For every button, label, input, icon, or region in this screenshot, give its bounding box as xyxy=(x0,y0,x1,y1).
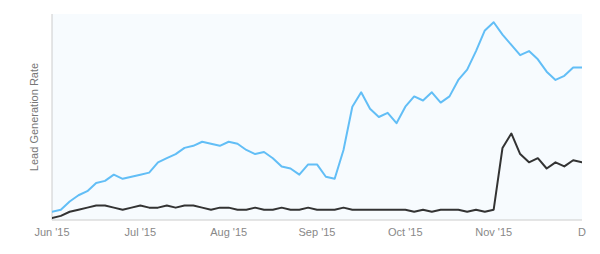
y-axis-line xyxy=(52,14,53,220)
y-axis-label: Lead Generation Rate xyxy=(28,63,40,171)
x-tick-label: Sep '15 xyxy=(299,226,336,238)
plot-area xyxy=(52,14,582,220)
series-group xyxy=(52,22,582,218)
x-tick-label: Jul '15 xyxy=(125,226,156,238)
x-tick-label: D xyxy=(578,226,586,238)
x-tick-label: Jun '15 xyxy=(34,226,69,238)
x-tick-label: Aug '15 xyxy=(210,226,247,238)
x-axis-line xyxy=(52,220,582,221)
x-tick-label: Nov '15 xyxy=(475,226,512,238)
series-line xyxy=(52,22,582,212)
x-tick-label: Oct '15 xyxy=(388,226,423,238)
chart: Jun '15 Jul '15 Aug '15 Sep '15 Oct '15 Nov '… xyxy=(0,0,600,254)
series-line xyxy=(52,133,582,217)
